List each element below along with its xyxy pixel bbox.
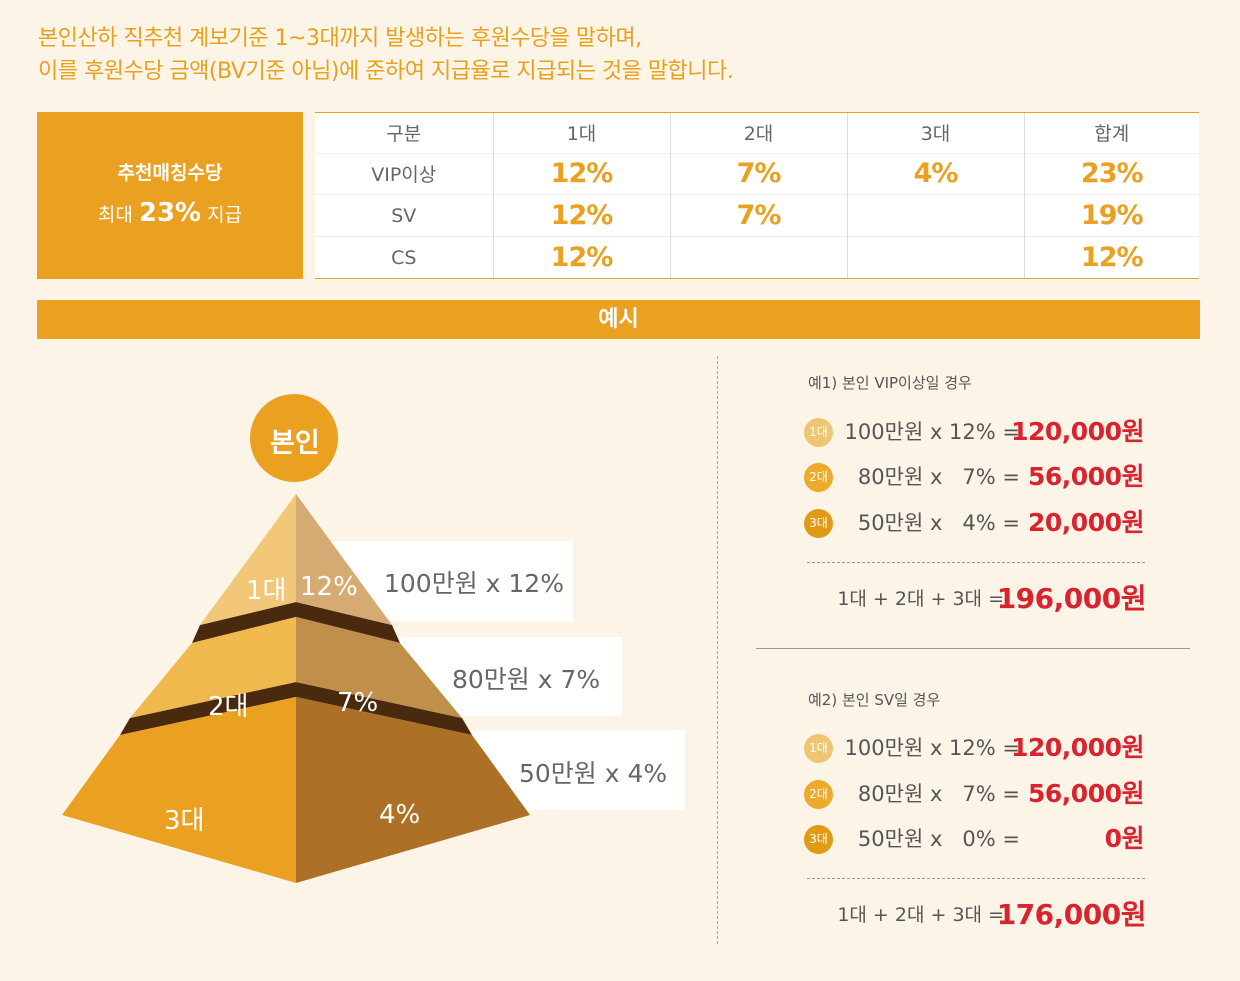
badge-prefix: 최대 [97,204,139,226]
example-separator [756,648,1190,649]
table-row: CS 12% 12% [315,236,1199,278]
example-2-heading: 예2) 본인 SV일 경우 [808,691,941,709]
total-result: 196,000원 [996,582,1147,615]
table-header: 합계 [1023,113,1199,153]
dotted-separator [807,878,1145,879]
gen-2-badge: 2대 [804,463,833,492]
example-1-total-row: 1대 + 2대 + 3대 = 196,000원 [806,581,1146,617]
rate-cell: 12% [492,236,670,278]
calc-expression: 50만원 x 4% = [857,511,1020,535]
dotted-separator [807,562,1145,563]
calc-result: 120,000원 [1011,733,1144,762]
badge-subtitle: 최대 23% 지급 [37,198,303,228]
pyramid-diagram [62,394,685,883]
calc-result: 120,000원 [1011,417,1144,446]
intro-line-2: 이를 후원수당 금액(BV기준 아님)에 준하여 지급율로 지급되는 것을 말합… [38,59,734,84]
gen-3-badge: 3대 [804,509,833,538]
calc-expression: 100만원 x 12% = [844,736,1020,760]
total-cell: 23% [1023,152,1199,195]
table-header: 3대 [846,113,1024,153]
amount-label-3: 50만원 x 4% [519,759,668,788]
badge-suffix: 지급 [201,204,243,226]
table-header: 구분 [386,123,422,146]
gen-1-badge: 1대 [804,734,833,763]
total-expression: 1대 + 2대 + 3대 = [837,588,1004,610]
rate-cell: 7% [669,194,847,237]
rate-cell [846,194,1024,237]
total-cell: 19% [1023,194,1199,237]
badge-title: 추천매칭수당 [117,162,223,184]
intro-line-1: 본인산하 직추천 계보기준 1~3대까지 발생하는 후원수당을 말하며, [38,26,642,51]
rate-cell: 4% [846,152,1024,195]
pyramid-tier-2-right [296,617,462,718]
pyramid-tier-2-left [130,617,296,718]
pyramid-gen-2: 2대 [208,692,249,722]
table-row: SV 12% 7% 19% [315,194,1199,237]
rate-table: 구분 1대 2대 3대 합계 VIP이상 12% 7% 4% 23% SV 12… [315,112,1199,279]
vertical-divider [717,356,718,944]
rate-cell [846,236,1024,278]
calc-expression: 80만원 x 7% = [857,782,1020,806]
example-2-row-3: 3대 50만원 x 0% = 0원 [804,822,1145,856]
example-1-heading: 예1) 본인 VIP이상일 경우 [808,374,972,392]
example-heading-bar: 예시 [37,300,1200,339]
table-header: 2대 [669,113,847,153]
gen-3-badge: 3대 [804,825,833,854]
self-circle [250,394,338,482]
calc-expression: 50만원 x 0% = [857,827,1020,851]
table-header-row: 구분 1대 2대 3대 합계 [315,113,1199,153]
table-header: 1대 [492,113,670,153]
total-cell: 12% [1023,236,1199,278]
matching-bonus-badge: 추천매칭수당 최대 23% 지급 [37,112,303,279]
total-expression: 1대 + 2대 + 3대 = [837,904,1004,926]
row-label: VIP이상 [315,152,493,195]
example-2-row-1: 1대 100만원 x 12% = 120,000원 [804,731,1144,765]
pyramid-separator [120,682,472,735]
gen-2-badge: 2대 [804,780,833,809]
pyramid-rate-2: 7% [337,688,379,718]
calc-expression: 100만원 x 12% = [844,420,1020,444]
self-label: 본인 [270,428,320,459]
total-result: 176,000원 [996,898,1147,931]
row-label: CS [315,236,493,278]
calc-result: 56,000원 [1028,779,1144,808]
pyramid-tier-1-right [296,494,392,625]
table-row: VIP이상 12% 7% 4% 23% [315,152,1199,195]
badge-max-rate: 23% [138,198,202,228]
calc-result: 0원 [1104,824,1145,853]
pyramid-tier-3-left [62,697,296,883]
pyramid-tier-3-right [296,697,530,883]
pyramid-tier-1-left [200,494,296,625]
example-2-total-row: 1대 + 2대 + 3대 = 176,000원 [806,897,1146,933]
pyramid-rate-3: 4% [379,800,421,830]
pyramid-gen-1: 1대 [246,576,287,606]
gen-1-badge: 1대 [804,418,833,447]
rate-cell: 12% [492,194,670,237]
calc-result: 20,000원 [1028,508,1144,537]
pyramid-separator [192,602,400,643]
amount-label-1: 100만원 x 12% [384,569,564,598]
rate-cell: 12% [492,152,670,195]
rate-cell [669,236,847,278]
pyramid-gen-3: 3대 [164,806,205,836]
row-label: SV [315,194,493,237]
rate-cell: 7% [669,152,847,195]
calc-result: 56,000원 [1028,462,1144,491]
pyramid-rate-1: 12% [300,572,358,602]
calc-expression: 80만원 x 7% = [857,465,1020,489]
example-1-row-3: 3대 50만원 x 4% = 20,000원 [804,506,1144,540]
example-2-row-2: 2대 80만원 x 7% = 56,000원 [804,777,1144,811]
example-1-row-1: 1대 100만원 x 12% = 120,000원 [804,415,1144,449]
intro-text: 본인산하 직추천 계보기준 1~3대까지 발생하는 후원수당을 말하며, 이를 … [38,22,1198,88]
amount-label-2: 80만원 x 7% [452,665,601,694]
example-1-row-2: 2대 80만원 x 7% = 56,000원 [804,460,1144,494]
